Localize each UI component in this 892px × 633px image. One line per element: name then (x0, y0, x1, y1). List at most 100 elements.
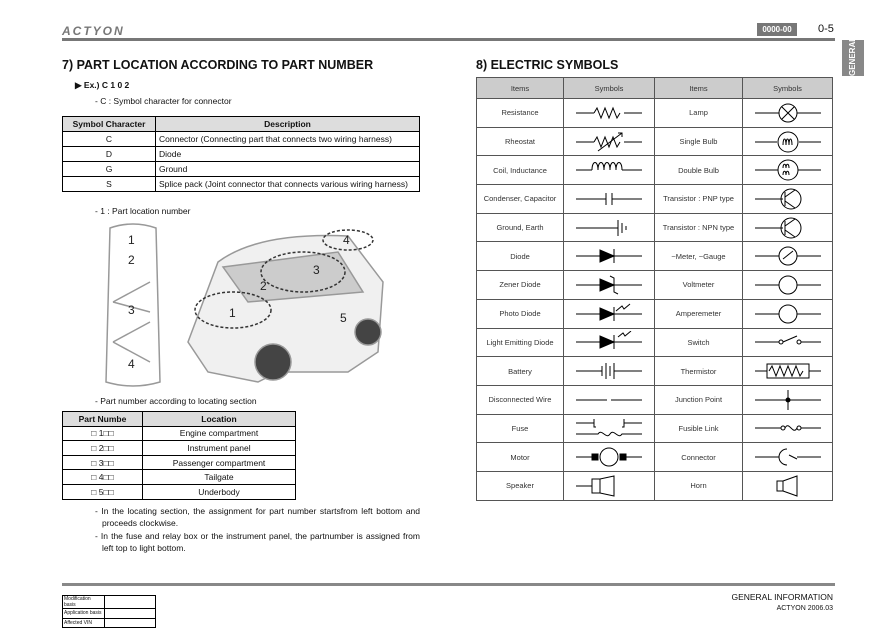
field-value[interactable] (104, 595, 156, 609)
junction-icon (742, 384, 833, 415)
coil-icon (563, 155, 655, 186)
item-label: Disconnected Wire (476, 384, 564, 415)
led-icon (563, 327, 655, 358)
table-row: □ 1□□ Engine compartment (62, 425, 296, 442)
symbol-row: Condenser, Capacitor Transistor : PNP typ… (476, 184, 833, 214)
item-label: ~Meter, ~Gauge (654, 241, 743, 272)
item-label: Diode (476, 241, 564, 272)
footer-divider (62, 583, 835, 586)
npn-transistor-icon (742, 212, 833, 243)
table-row: □ 3□□ Passenger compartment (62, 454, 296, 471)
location-note: - 1 : Part location number (95, 206, 191, 216)
symbol-row: Diode ~Meter, ~Gauge (476, 241, 833, 272)
symbol-row: Light Emitting Diode Switch (476, 327, 833, 358)
svg-text:M: M (605, 453, 613, 464)
diagram-label: 1 (128, 233, 135, 247)
car-label: 5 (340, 311, 347, 325)
table-cell: S (62, 176, 156, 192)
footer-section: GENERAL INFORMATION (731, 592, 833, 602)
symbol-row: Zener Diode Voltmeter V (476, 270, 833, 300)
table-row: G Ground (62, 161, 420, 177)
svg-text:V: V (784, 281, 791, 292)
speaker-icon (563, 470, 655, 501)
symbol-row: Motor M Connector (476, 442, 833, 472)
symbol-row: Battery Thermistor (476, 356, 833, 386)
table-cell: C (62, 131, 156, 147)
c-note: - C : Symbol character for connector (95, 96, 232, 106)
item-label: Condenser, Capacitor (476, 184, 564, 214)
section-note: - Part number according to locating sect… (95, 396, 257, 406)
table-cell: Engine compartment (142, 425, 296, 442)
item-label: Transistor : PNP type (654, 184, 743, 214)
table-row: □ 5□□ Underbody (62, 483, 296, 500)
revision-table: Modification basis Application basis Affec… (62, 595, 156, 628)
resistor-icon (563, 98, 655, 128)
table-cell: □ 5□□ (62, 483, 143, 500)
car-label: 1 (229, 306, 236, 320)
symbol-row: Resistance Lamp (476, 98, 833, 128)
item-label: Double Bulb (654, 155, 743, 186)
ground-icon (563, 212, 655, 243)
note: - In the locating section, the assignmen… (95, 506, 420, 529)
item-label: Lamp (654, 98, 743, 128)
gauge-icon (742, 241, 833, 272)
table-row: Application basis (62, 608, 156, 619)
svg-text:A: A (784, 310, 791, 321)
item-label: Coil, Inductance (476, 155, 564, 186)
col-header: Part Numbe (62, 411, 143, 427)
field-value[interactable] (104, 608, 156, 619)
item-label: Connector (654, 442, 743, 472)
table-cell: G (62, 161, 156, 177)
side-tab[interactable]: GENERAL (842, 37, 864, 76)
disconnected-wire-icon (563, 384, 655, 415)
item-label: Horn (654, 470, 743, 501)
capacitor-icon (563, 184, 655, 214)
table-cell: Ground (155, 161, 420, 177)
symbol-row: Ground, Earth Transistor : NPN type (476, 212, 833, 243)
item-label: Single Bulb (654, 126, 743, 157)
notes: - In the locating section, the assignmen… (95, 505, 420, 554)
symbol-row: Disconnected Wire Junction Point (476, 384, 833, 415)
symbol-row: Speaker Horn (476, 470, 833, 501)
table-row: □ 4□□ Tailgate (62, 469, 296, 485)
fuse-icon (563, 413, 655, 444)
section-badge: 0000-00 (757, 23, 797, 36)
item-label: Switch (654, 327, 743, 358)
diode-icon (563, 241, 655, 272)
col-header: Symbols (563, 77, 655, 99)
item-label: Light Emitting Diode (476, 327, 564, 358)
table-cell: D (62, 146, 156, 162)
note: - In the fuse and relay box or the instr… (95, 530, 420, 553)
table-cell: □ 2□□ (62, 440, 143, 456)
photo-diode-icon (563, 298, 655, 329)
page-number: 0-5 (818, 23, 834, 35)
horn-icon (742, 470, 833, 501)
fusible-link-icon (742, 413, 833, 444)
field-label: Affected VIN (62, 617, 105, 628)
col-header: Symbol Character (62, 116, 156, 132)
table-cell: □ 1□□ (62, 425, 143, 442)
table-cell: Diode (155, 146, 420, 162)
part-location-diagram: 1 2 3 4 1 2 3 4 5 (105, 223, 384, 387)
car-label: 2 (260, 279, 267, 293)
item-label: Junction Point (654, 384, 743, 415)
table-cell: Passenger compartment (142, 454, 296, 471)
field-label: Modification basis (62, 595, 105, 609)
table-row: C Connector (Connecting part that connect… (62, 131, 420, 147)
item-label: Zener Diode (476, 270, 564, 300)
item-label: Rheostat (476, 126, 564, 157)
section-title-electric-symbols: 8) ELECTRIC SYMBOLS (476, 58, 619, 72)
item-label: Voltmeter (654, 270, 743, 300)
table-row: □ 2□□ Instrument panel (62, 440, 296, 456)
item-label: Fusible Link (654, 413, 743, 444)
footer-edition: ACTYON 2006.03 (776, 605, 833, 612)
car-label: 3 (313, 263, 320, 277)
symbol-row: Photo Diode Amperemeter A (476, 298, 833, 329)
single-bulb-icon (742, 126, 833, 157)
section-title-part-location: 7) PART LOCATION ACCORDING TO PART NUMBE… (62, 58, 374, 72)
field-value[interactable] (104, 617, 156, 628)
symbol-row: Fuse Fusible Link (476, 413, 833, 444)
item-label: Battery (476, 356, 564, 386)
rheostat-icon (563, 126, 655, 157)
double-bulb-icon (742, 155, 833, 186)
